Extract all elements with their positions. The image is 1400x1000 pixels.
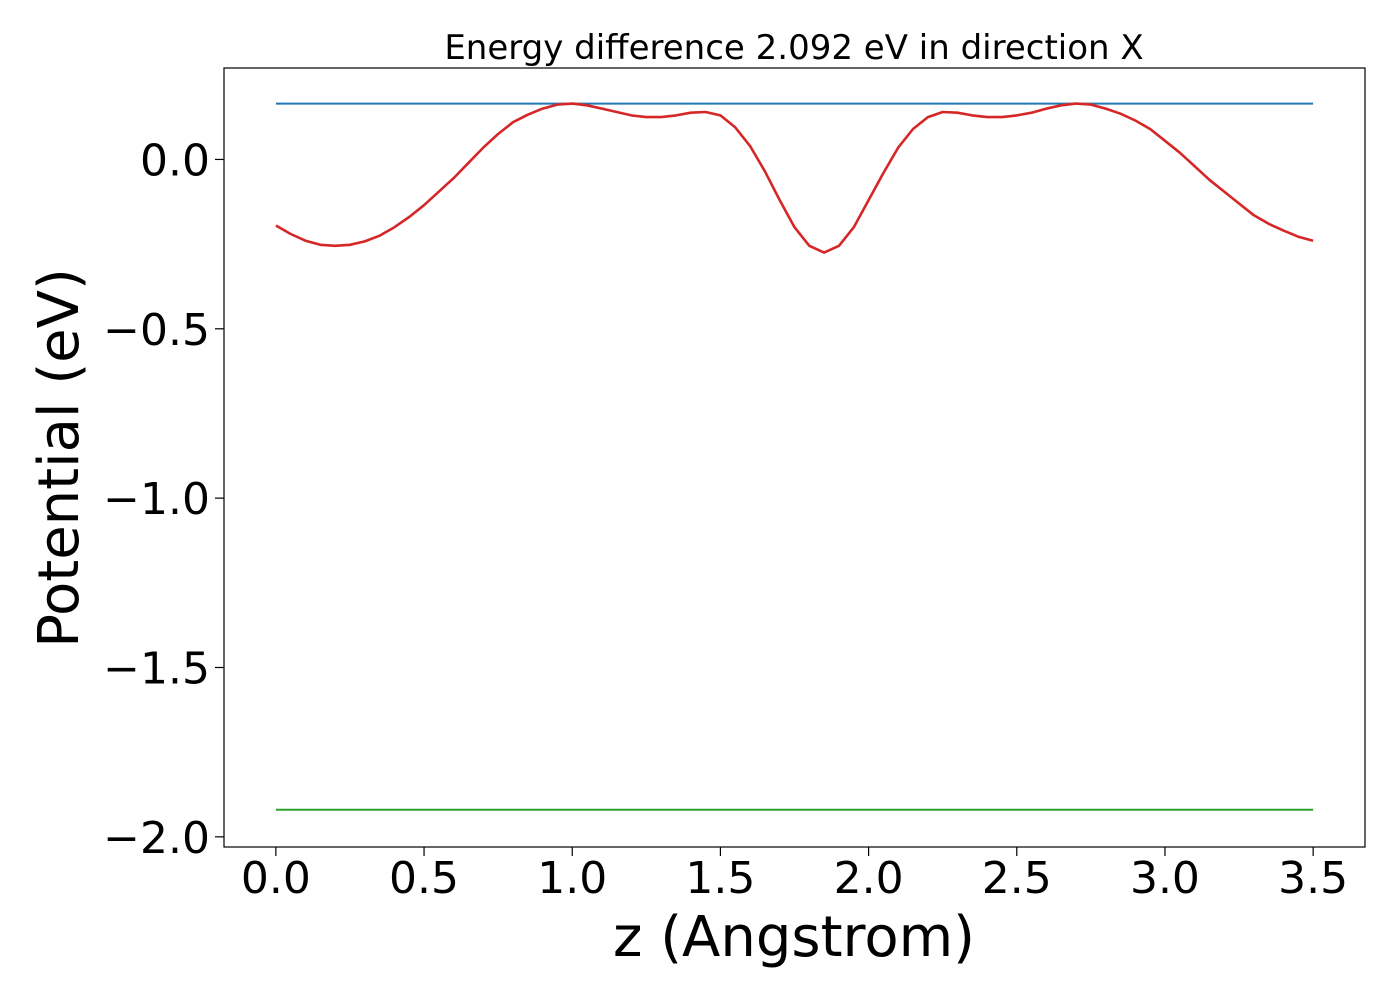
y-tick-label: 0.0 bbox=[140, 135, 210, 186]
y-axis-label: Potential (eV) bbox=[27, 268, 92, 648]
x-tick-label: 1.5 bbox=[685, 853, 755, 904]
x-tick-label: 3.5 bbox=[1278, 853, 1348, 904]
x-tick-label: 3.0 bbox=[1130, 853, 1200, 904]
x-tick-label: 2.5 bbox=[982, 853, 1052, 904]
y-axis-ticks: 0.0 −0.5 −1.0 −1.5 −2.0 bbox=[103, 135, 224, 864]
x-tick-label: 0.0 bbox=[241, 853, 311, 904]
x-tick-label: 0.5 bbox=[389, 853, 459, 904]
x-tick-label: 2.0 bbox=[834, 853, 904, 904]
plot-frame bbox=[223, 67, 1366, 848]
y-tick-label: −1.0 bbox=[103, 474, 210, 525]
y-tick-label: −0.5 bbox=[103, 305, 210, 356]
x-axis-label: z (Angstrom) bbox=[613, 905, 975, 970]
x-axis-ticks: 0.0 0.5 1.0 1.5 2.0 2.5 3.0 3.5 bbox=[241, 847, 1348, 904]
chart-title: Energy difference 2.092 eV in direction … bbox=[444, 28, 1143, 68]
x-tick-label: 1.0 bbox=[537, 853, 607, 904]
y-tick-label: −2.0 bbox=[103, 813, 210, 864]
series-line-3 bbox=[275, 102, 1314, 254]
y-tick-label: −1.5 bbox=[103, 643, 210, 694]
plot-lines bbox=[275, 102, 1314, 811]
